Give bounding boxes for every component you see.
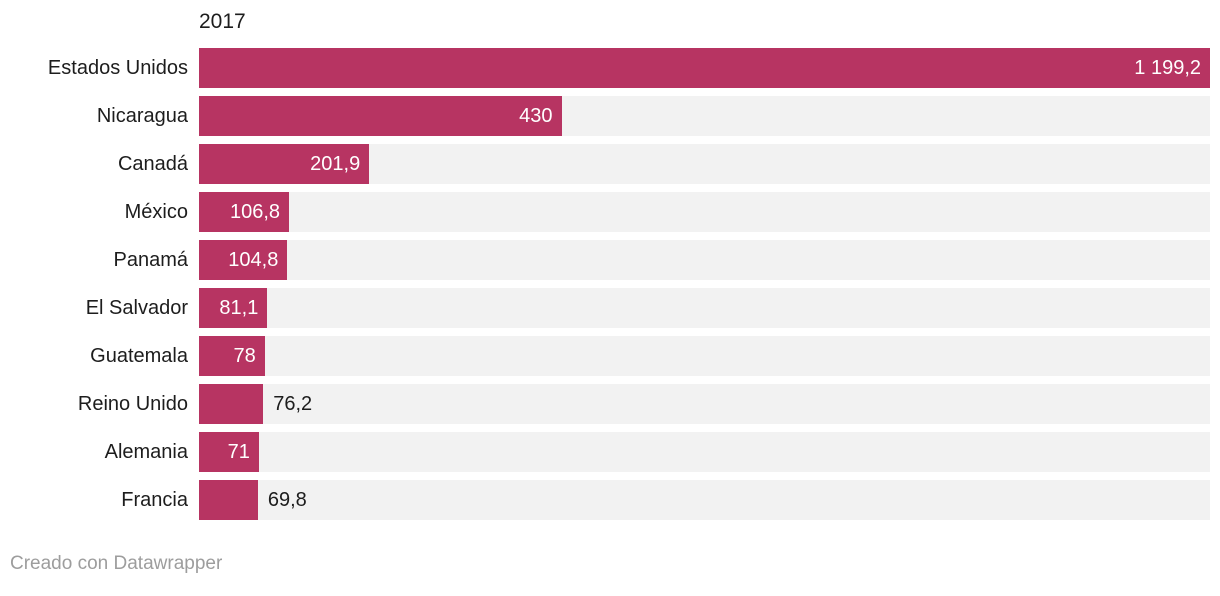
category-label: Alemania — [104, 441, 188, 463]
bar-track: 69,8 — [199, 480, 1210, 520]
bar-row: Francia 69,8 — [0, 480, 1210, 520]
bar[interactable] — [199, 432, 259, 472]
bar[interactable] — [199, 336, 265, 376]
category-label: Reino Unido — [77, 393, 188, 415]
value-label: 106,8 — [229, 201, 281, 223]
bar-track: 106,8 — [199, 192, 1210, 232]
bar-track: 430 — [199, 96, 1210, 136]
bar-row: El Salvador 81,1 — [0, 288, 1210, 328]
chart-year-label: 2017 — [199, 10, 246, 33]
bar[interactable] — [199, 192, 290, 232]
value-label: 81,1 — [219, 297, 259, 319]
bar-track: 1 199,2 — [199, 48, 1210, 88]
value-label: 69,8 — [267, 489, 307, 511]
value-label: 430 — [519, 105, 553, 127]
category-label: Canadá — [117, 153, 188, 175]
bar-row: Canadá 201,9 — [0, 144, 1210, 184]
value-label: 104,8 — [228, 249, 279, 271]
value-label: 76,2 — [273, 393, 313, 415]
category-label: Panamá — [113, 249, 189, 271]
bar-row: México 106,8 — [0, 192, 1210, 232]
bar[interactable] — [199, 240, 288, 280]
bar[interactable] — [199, 144, 370, 184]
bar-track: 201,9 — [199, 144, 1210, 184]
bar-row: Alemania 71 — [0, 432, 1210, 472]
bar[interactable] — [199, 288, 268, 328]
category-label: El Salvador — [85, 297, 188, 319]
bar-row: Guatemala 78 — [0, 336, 1210, 376]
value-label: 71 — [227, 441, 250, 463]
value-label: 201,9 — [310, 153, 361, 175]
bar[interactable] — [199, 96, 562, 136]
category-label: Estados Unidos — [47, 57, 188, 79]
category-label: Guatemala — [90, 345, 188, 367]
bar-row: Reino Unido 76,2 — [0, 384, 1210, 424]
bar-track: 78 — [199, 336, 1210, 376]
category-label: México — [124, 201, 188, 223]
value-label: 1 199,2 — [1134, 57, 1201, 79]
bar-row: Panamá 104,8 — [0, 240, 1210, 280]
bar-track: 81,1 — [199, 288, 1210, 328]
bar-row: Nicaragua 430 — [0, 96, 1210, 136]
bar[interactable] — [199, 48, 1210, 88]
bar-track: 76,2 — [199, 384, 1210, 424]
bar-row: Estados Unidos 1 199,2 — [0, 48, 1210, 88]
category-label: Francia — [121, 489, 188, 511]
bar-track: 71 — [199, 432, 1210, 472]
bar-rows: Estados Unidos 1 199,2 Nicaragua 430 Can… — [0, 48, 1220, 520]
category-label: Nicaragua — [96, 105, 188, 127]
value-label: 78 — [233, 345, 256, 367]
bar[interactable] — [199, 384, 264, 424]
bar[interactable] — [199, 480, 258, 520]
bar-track: 104,8 — [199, 240, 1210, 280]
datawrapper-credit: Creado con Datawrapper — [10, 553, 223, 574]
